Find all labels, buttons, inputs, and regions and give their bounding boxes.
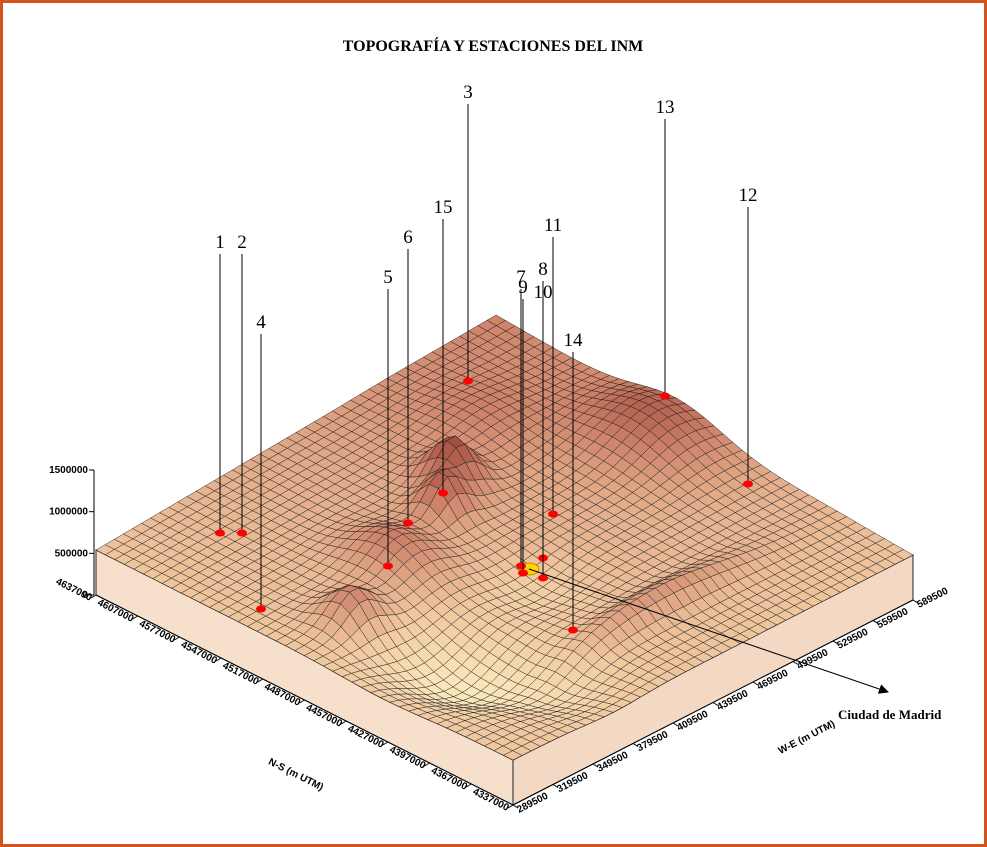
chart-title: TOPOGRAFÍA Y ESTACIONES DEL INM <box>343 36 644 55</box>
station-marker <box>516 562 526 570</box>
station-label: 10 <box>534 282 553 303</box>
station-label: 11 <box>544 215 562 236</box>
station-label: 13 <box>656 97 675 118</box>
station-label: 14 <box>564 330 584 351</box>
station-label: 7 <box>516 267 526 288</box>
x-tick <box>592 763 599 768</box>
y-tick <box>507 804 514 809</box>
x-tick <box>832 640 839 645</box>
y-tick <box>257 678 264 683</box>
station-marker <box>383 562 393 570</box>
x-tick <box>672 722 679 727</box>
x-tick <box>632 743 639 747</box>
x-tick <box>712 702 719 706</box>
y-tick-label: 4637000 <box>54 576 94 604</box>
station-marker <box>660 392 670 400</box>
y-tick <box>424 762 430 767</box>
z-tick-label: 0 <box>82 590 88 601</box>
station-marker <box>463 377 473 385</box>
annotation: Ciudad de Madrid <box>838 707 942 722</box>
station-label: 9 <box>518 277 528 298</box>
station-label: 2 <box>237 232 247 253</box>
station-label: 5 <box>383 267 393 288</box>
station-label: 3 <box>463 82 473 103</box>
station-marker <box>237 529 247 537</box>
z-tick-label: 1500000 <box>49 465 88 476</box>
station-marker <box>215 529 225 537</box>
station-label: 15 <box>434 197 453 218</box>
station-marker <box>568 626 578 634</box>
x-tick <box>792 661 799 665</box>
station-marker <box>743 480 753 488</box>
surface <box>95 314 914 761</box>
x-tick-label: 589500 <box>915 585 950 610</box>
x-tick <box>512 804 519 809</box>
arrow <box>528 568 889 694</box>
x-tick <box>552 784 559 788</box>
station-label: 12 <box>739 185 758 206</box>
surface-cell <box>502 750 523 761</box>
station-marker <box>538 574 548 582</box>
x-tick <box>872 620 879 624</box>
station-marker <box>438 489 448 497</box>
y-axis-label: N-S (m UTM) <box>266 757 325 794</box>
chart: TOPOGRAFÍA Y ESTACIONES DEL INM 0 500000 1… <box>49 36 950 816</box>
y-tick <box>215 657 222 662</box>
y-tick <box>132 615 138 620</box>
y-tick <box>174 636 180 641</box>
z-tick-label: 500000 <box>55 548 89 559</box>
y-tick <box>299 699 305 704</box>
y-tick <box>466 783 472 788</box>
station-marker <box>518 569 528 577</box>
x-tick <box>752 681 759 686</box>
y-tick <box>90 594 97 599</box>
station-label: 1 <box>215 232 225 253</box>
z-tick-label: 1000000 <box>49 507 88 518</box>
station-marker <box>403 519 413 527</box>
station-marker <box>256 605 266 613</box>
station-label: 6 <box>403 227 413 248</box>
station-marker <box>548 510 558 518</box>
station-label: 4 <box>256 312 266 333</box>
x-axis-label: W-E (m UTM) <box>777 719 837 757</box>
station-label: 8 <box>538 259 548 280</box>
x-tick <box>912 599 919 604</box>
y-tick <box>340 720 347 725</box>
y-tick <box>382 741 389 746</box>
